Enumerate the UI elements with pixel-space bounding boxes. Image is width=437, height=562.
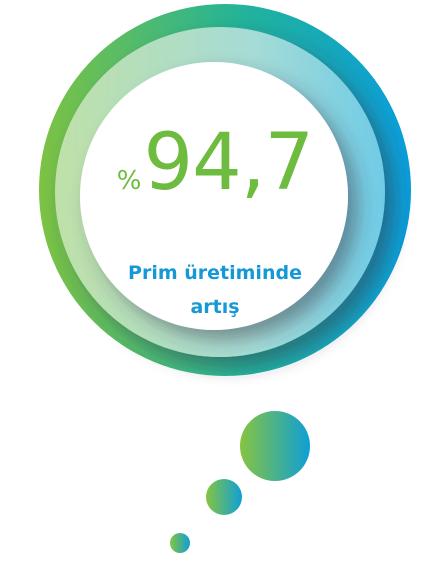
stat-unit: % xyxy=(116,166,142,196)
bubble xyxy=(240,411,310,481)
stat-label: Prim üretiminde artış xyxy=(128,262,302,318)
bubble xyxy=(170,533,190,553)
stat-value: 94,7 xyxy=(143,118,315,208)
center-disc xyxy=(80,62,348,330)
bubble xyxy=(206,479,242,515)
stat-figure: %94,7 xyxy=(85,118,345,208)
